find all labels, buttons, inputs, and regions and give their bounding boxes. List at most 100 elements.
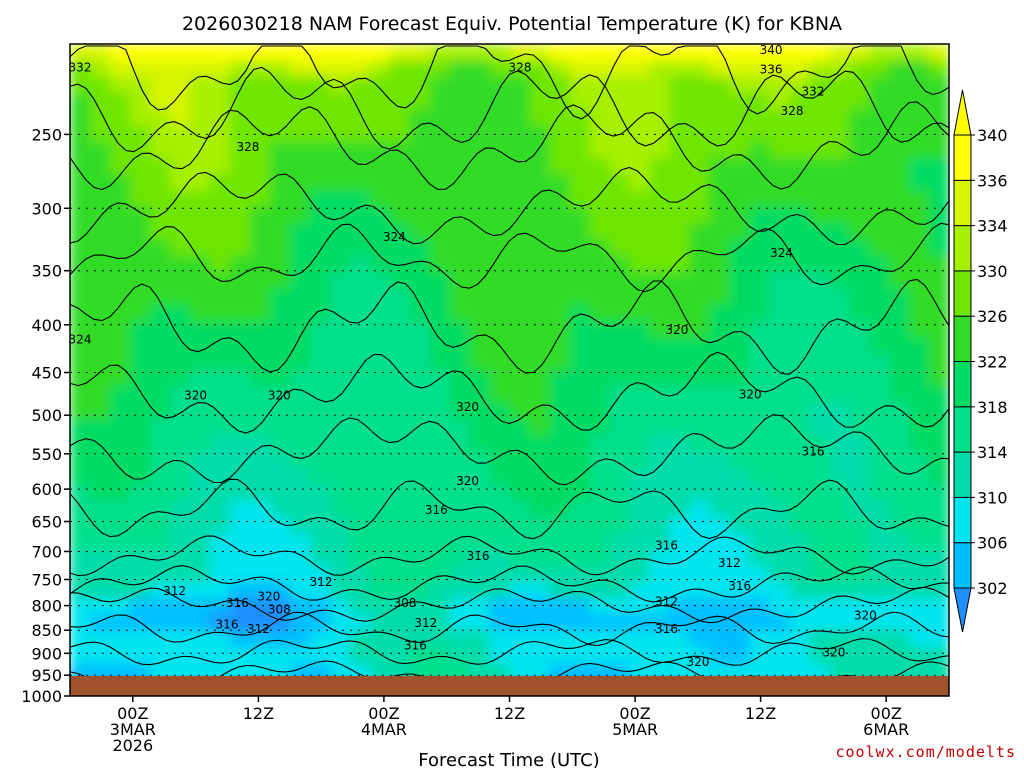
field-cell <box>429 190 451 208</box>
field-cell <box>189 549 211 567</box>
field-cell <box>169 255 191 274</box>
field-cell <box>509 60 531 78</box>
field-cell <box>309 76 331 94</box>
field-cell <box>329 174 351 192</box>
field-cell <box>189 223 211 241</box>
field-cell <box>929 272 949 290</box>
field-cell <box>649 581 671 600</box>
field-cell <box>689 451 711 469</box>
field-cell <box>669 418 691 437</box>
field-cell <box>489 60 511 78</box>
field-cell <box>70 500 91 518</box>
field-cell <box>110 92 131 111</box>
field-cell <box>569 630 591 649</box>
field-cell <box>529 239 551 257</box>
field-cell <box>509 484 531 502</box>
field-cell <box>769 402 791 420</box>
field-cell <box>349 141 371 160</box>
field-cell <box>729 109 751 127</box>
field-cell <box>929 630 949 649</box>
contour-label: 316 <box>425 503 448 517</box>
field-cell <box>909 92 930 111</box>
field-cell <box>889 435 911 453</box>
field-cell <box>789 435 811 453</box>
field-cell <box>309 402 331 420</box>
field-cell <box>189 386 211 404</box>
field-cell <box>249 272 271 290</box>
field-cell <box>509 386 531 404</box>
field-cell <box>649 288 671 306</box>
field-cell <box>589 484 611 502</box>
field-cell <box>629 223 651 241</box>
credit-link[interactable]: coolwx.com/modelts <box>835 743 1016 761</box>
field-cell <box>129 533 151 551</box>
field-cell <box>849 158 871 176</box>
field-cell <box>769 500 791 518</box>
field-cell <box>209 581 231 600</box>
field-cell <box>249 565 271 583</box>
field-cell <box>529 92 551 111</box>
field-cell <box>329 321 351 339</box>
field-cell <box>749 158 771 176</box>
colorbar-label: 310 <box>977 488 1008 507</box>
field-cell <box>110 581 131 600</box>
contour-line <box>70 166 949 246</box>
x-axis-title: Forecast Time (UTC) <box>418 750 599 768</box>
field-cell <box>529 484 551 502</box>
field-cell <box>349 533 371 551</box>
field-cell <box>389 109 411 127</box>
field-cell <box>569 386 591 404</box>
field-cell <box>449 239 471 257</box>
field-cell <box>849 435 871 453</box>
field-cell <box>769 288 791 306</box>
field-cell <box>289 647 311 665</box>
field-cell <box>789 109 811 127</box>
field-cell <box>149 581 171 600</box>
field-cell <box>869 44 891 62</box>
field-cell <box>929 92 949 111</box>
field-cell <box>889 239 911 257</box>
field-cell <box>909 223 930 241</box>
field-cell <box>269 370 291 388</box>
field-cell <box>469 207 491 225</box>
x-tick-label: 5MAR <box>612 720 658 739</box>
field-cell <box>669 337 691 355</box>
field-cell <box>649 418 671 437</box>
field-cell <box>849 76 871 94</box>
field-cell <box>669 288 691 306</box>
field-cell <box>409 288 431 306</box>
field-cell <box>549 337 571 355</box>
field-cell <box>689 549 711 567</box>
field-cell <box>289 353 311 371</box>
field-cell <box>229 272 251 290</box>
field-cell <box>129 321 151 339</box>
field-cell <box>429 386 451 404</box>
field-cell <box>409 60 431 78</box>
field-cell <box>269 565 291 583</box>
field-cell <box>809 565 831 583</box>
field-cell <box>329 60 351 78</box>
field-cell <box>110 614 131 632</box>
field-cell <box>489 647 511 665</box>
field-cell <box>169 337 191 355</box>
field-cell <box>789 223 811 241</box>
field-cell <box>669 467 691 486</box>
field-cell <box>349 353 371 371</box>
field-cell <box>869 370 891 388</box>
field-cell <box>889 614 911 632</box>
field-cell <box>509 402 531 420</box>
field-cell <box>929 321 949 339</box>
field-cell <box>649 467 671 486</box>
field-cell <box>489 598 511 616</box>
field-cell <box>70 565 91 583</box>
field-cell <box>90 353 111 371</box>
field-cell <box>749 565 771 583</box>
field-cell <box>529 288 551 306</box>
field-cell <box>509 581 531 600</box>
field-cell <box>269 109 291 127</box>
field-cell <box>309 549 331 567</box>
field-cell <box>149 370 171 388</box>
contour-label: 320 <box>665 323 688 337</box>
field-cell <box>509 647 531 665</box>
field-cell <box>229 533 251 551</box>
